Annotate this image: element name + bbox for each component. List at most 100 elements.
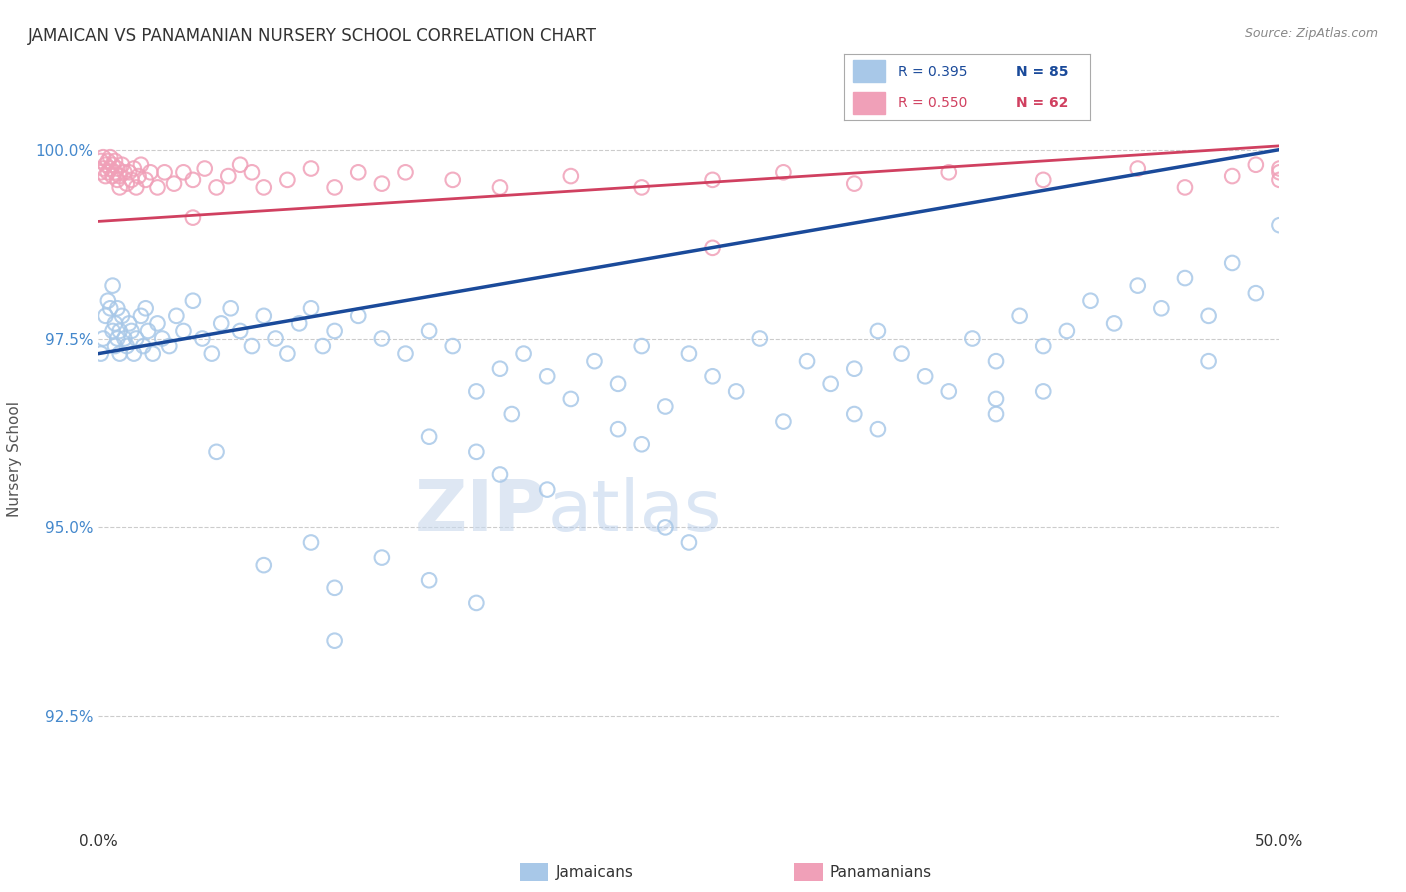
Point — [914, 369, 936, 384]
Text: atlas: atlas — [547, 476, 721, 546]
Point — [394, 346, 416, 360]
Point — [654, 520, 676, 534]
Point — [90, 346, 112, 360]
Point — [1032, 173, 1054, 187]
Point — [323, 581, 346, 595]
Point — [702, 241, 724, 255]
Point — [796, 354, 818, 368]
Point — [90, 165, 112, 179]
Point — [501, 407, 523, 421]
Point — [105, 331, 128, 345]
Point — [101, 324, 124, 338]
Point — [820, 376, 842, 391]
Point — [938, 165, 960, 179]
Point — [1056, 324, 1078, 338]
Point — [1198, 309, 1220, 323]
Point — [984, 392, 1007, 406]
Point — [512, 346, 534, 360]
Point — [209, 317, 232, 331]
Point — [112, 165, 135, 179]
Point — [1032, 384, 1054, 399]
Text: Jamaicans: Jamaicans — [555, 865, 633, 880]
Point — [181, 293, 204, 308]
Point — [240, 339, 263, 353]
Point — [844, 407, 866, 421]
Point — [128, 169, 150, 183]
Point — [150, 331, 173, 345]
Point — [205, 180, 228, 194]
Point — [142, 346, 165, 360]
Point — [205, 445, 228, 459]
Point — [312, 339, 335, 353]
Point — [371, 331, 394, 345]
Point — [984, 407, 1007, 421]
Point — [136, 324, 159, 338]
Point — [90, 153, 112, 168]
Point — [157, 339, 180, 353]
Point — [844, 361, 866, 376]
Point — [276, 346, 298, 360]
Point — [465, 384, 488, 399]
Point — [118, 165, 141, 179]
Point — [678, 346, 700, 360]
Point — [560, 169, 582, 183]
Point — [121, 173, 143, 187]
Point — [702, 173, 724, 187]
Point — [98, 161, 121, 176]
Point — [101, 169, 124, 183]
Point — [108, 346, 131, 360]
Point — [94, 158, 117, 172]
Point — [1268, 161, 1291, 176]
Point — [163, 177, 186, 191]
Point — [323, 633, 346, 648]
Point — [1174, 180, 1197, 194]
Point — [104, 317, 127, 331]
Point — [94, 169, 117, 183]
Point — [560, 392, 582, 406]
Point — [630, 339, 652, 353]
Point — [108, 324, 131, 338]
Point — [122, 346, 145, 360]
Point — [91, 150, 114, 164]
Point — [299, 535, 322, 549]
Point — [115, 339, 138, 353]
Point — [104, 165, 127, 179]
Point — [938, 384, 960, 399]
Point — [125, 180, 148, 194]
Point — [264, 331, 287, 345]
Point — [217, 169, 239, 183]
Point — [1032, 339, 1054, 353]
Point — [772, 165, 794, 179]
Point — [104, 339, 127, 353]
Text: R = 0.550: R = 0.550 — [898, 96, 967, 110]
Point — [489, 467, 512, 482]
Point — [371, 177, 394, 191]
Point — [725, 384, 748, 399]
FancyBboxPatch shape — [853, 93, 886, 114]
Point — [165, 309, 187, 323]
Point — [630, 180, 652, 194]
Point — [418, 430, 440, 444]
Point — [1080, 293, 1102, 308]
Point — [866, 324, 889, 338]
Point — [139, 165, 162, 179]
Point — [240, 165, 263, 179]
Point — [1220, 256, 1243, 270]
Point — [418, 324, 440, 338]
Point — [299, 301, 322, 316]
Point — [146, 317, 169, 331]
Point — [536, 483, 558, 497]
Point — [172, 165, 194, 179]
Point — [101, 158, 124, 172]
Point — [323, 180, 346, 194]
Point — [1150, 301, 1173, 316]
Point — [489, 361, 512, 376]
Point — [1174, 271, 1197, 285]
Point — [607, 422, 630, 436]
Point — [1244, 286, 1267, 301]
Point — [94, 309, 117, 323]
Point — [132, 339, 155, 353]
Point — [866, 422, 889, 436]
Point — [97, 153, 120, 168]
Point — [702, 369, 724, 384]
